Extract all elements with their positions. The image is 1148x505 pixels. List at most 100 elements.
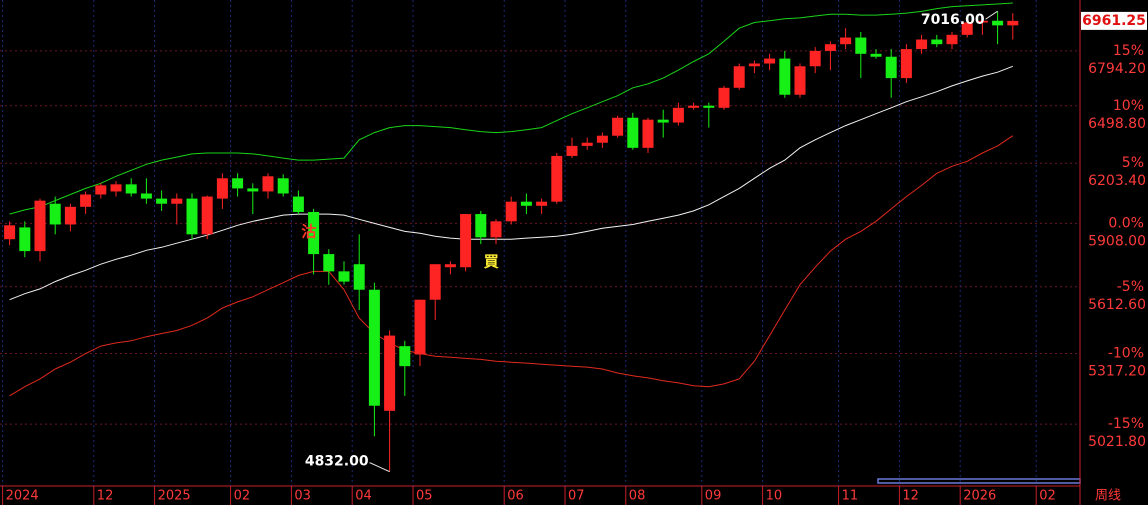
x-tick-label: 11: [842, 489, 859, 504]
percent-tick-label: 5%: [1122, 155, 1144, 171]
candle-body: [794, 66, 806, 95]
x-tick-label: 02: [1039, 489, 1056, 504]
candle-body: [976, 20, 988, 23]
candle-body: [642, 119, 654, 148]
percent-tick-label: -15%: [1108, 416, 1144, 432]
candle-body: [900, 49, 912, 79]
y-tick-label: 6794.20: [1088, 61, 1146, 77]
candle-body: [338, 271, 350, 282]
candle-body: [186, 198, 198, 235]
candle-body: [308, 211, 320, 255]
candle-body: [475, 214, 487, 238]
candle-body: [19, 227, 31, 252]
low-label: 4832.00: [305, 454, 369, 470]
candle-body: [34, 200, 46, 252]
x-tick-label: 2025: [158, 489, 191, 504]
candle-body: [353, 264, 365, 290]
candle-body: [1007, 20, 1019, 26]
candle-body: [551, 155, 563, 202]
y-tick-label: 5317.20: [1088, 364, 1146, 380]
candle-body: [490, 221, 502, 238]
candle-body: [384, 335, 396, 411]
candle-body: [49, 203, 61, 225]
candle-body: [961, 22, 973, 35]
candle-body: [125, 184, 137, 194]
candle-body: [429, 264, 441, 300]
candle-body: [764, 58, 776, 64]
band-line: [9, 65, 1013, 301]
candle-body: [657, 119, 669, 123]
candle-body: [612, 117, 624, 136]
candle-body: [95, 185, 107, 195]
x-tick-label: 09: [705, 489, 722, 504]
candle-body: [840, 37, 852, 45]
candle-body: [870, 53, 882, 57]
candle-body: [566, 145, 578, 156]
signal-label: 沽: [301, 223, 316, 241]
candle-body: [505, 201, 517, 222]
candle-body: [688, 105, 700, 108]
candle-body: [216, 178, 228, 199]
candle-body: [460, 214, 472, 268]
candle-body: [992, 20, 1004, 26]
y-tick-label: 5908.00: [1088, 233, 1146, 249]
candle-body: [748, 63, 760, 67]
candle-body: [718, 87, 730, 108]
band-line: [9, 2, 1013, 215]
candle-body: [140, 193, 152, 199]
candle-body: [444, 264, 456, 268]
candle-body: [64, 206, 76, 225]
candle-body: [247, 188, 259, 192]
x-tick-label: 06: [507, 489, 524, 504]
x-tick-label: 2024: [6, 489, 39, 504]
candle-body: [414, 299, 426, 355]
candle-body: [627, 117, 639, 148]
high-pointer: [985, 10, 998, 20]
period-label: 周线: [1095, 489, 1121, 504]
scrollbar[interactable]: [877, 478, 1081, 484]
y-tick-label: 6498.80: [1088, 116, 1146, 132]
candle-body: [824, 44, 836, 51]
candle-body: [916, 39, 928, 50]
signal-label: 買: [484, 253, 499, 271]
last-price-label: 6961.25: [1082, 13, 1146, 29]
candle-body: [399, 346, 411, 367]
candle-body: [292, 196, 304, 212]
candle-body: [733, 66, 745, 88]
percent-tick-label: -10%: [1108, 346, 1144, 362]
candle-body: [80, 194, 92, 207]
candle-body: [946, 34, 958, 45]
candle-body: [232, 178, 244, 189]
candle-body: [855, 37, 867, 54]
low-pointer: [369, 462, 390, 473]
candle-body: [201, 196, 213, 235]
candle-body: [171, 198, 183, 204]
x-tick-label: 12: [97, 489, 114, 504]
candle-body: [809, 50, 821, 67]
high-label: 7016.00: [921, 12, 985, 28]
candle-body: [581, 142, 593, 146]
candle-body: [885, 56, 897, 79]
percent-tick-label: 10%: [1113, 98, 1144, 114]
band-line: [9, 135, 1014, 397]
candle-body: [323, 254, 335, 272]
percent-tick-label: 0.0%: [1108, 215, 1144, 231]
x-tick-label: 12: [902, 489, 919, 504]
x-tick-label: 07: [568, 489, 585, 504]
percent-tick-label: 15%: [1113, 43, 1144, 59]
x-tick-label: 04: [355, 489, 372, 504]
candle-body: [156, 198, 168, 204]
candle-body: [262, 176, 274, 192]
x-tick-label: 10: [766, 489, 783, 504]
candle-body: [703, 105, 715, 108]
y-tick-label: 5612.60: [1088, 297, 1146, 313]
y-tick-label: 6203.40: [1088, 173, 1146, 189]
x-tick-label: 2026: [963, 489, 996, 504]
candle-body: [4, 225, 16, 240]
x-tick-label: 08: [629, 489, 646, 504]
last-price-box: [1081, 11, 1147, 30]
candle-body: [277, 178, 289, 194]
y-tick-label: 5021.80: [1088, 434, 1146, 450]
candle-body: [672, 107, 684, 123]
candle-body: [368, 289, 380, 406]
